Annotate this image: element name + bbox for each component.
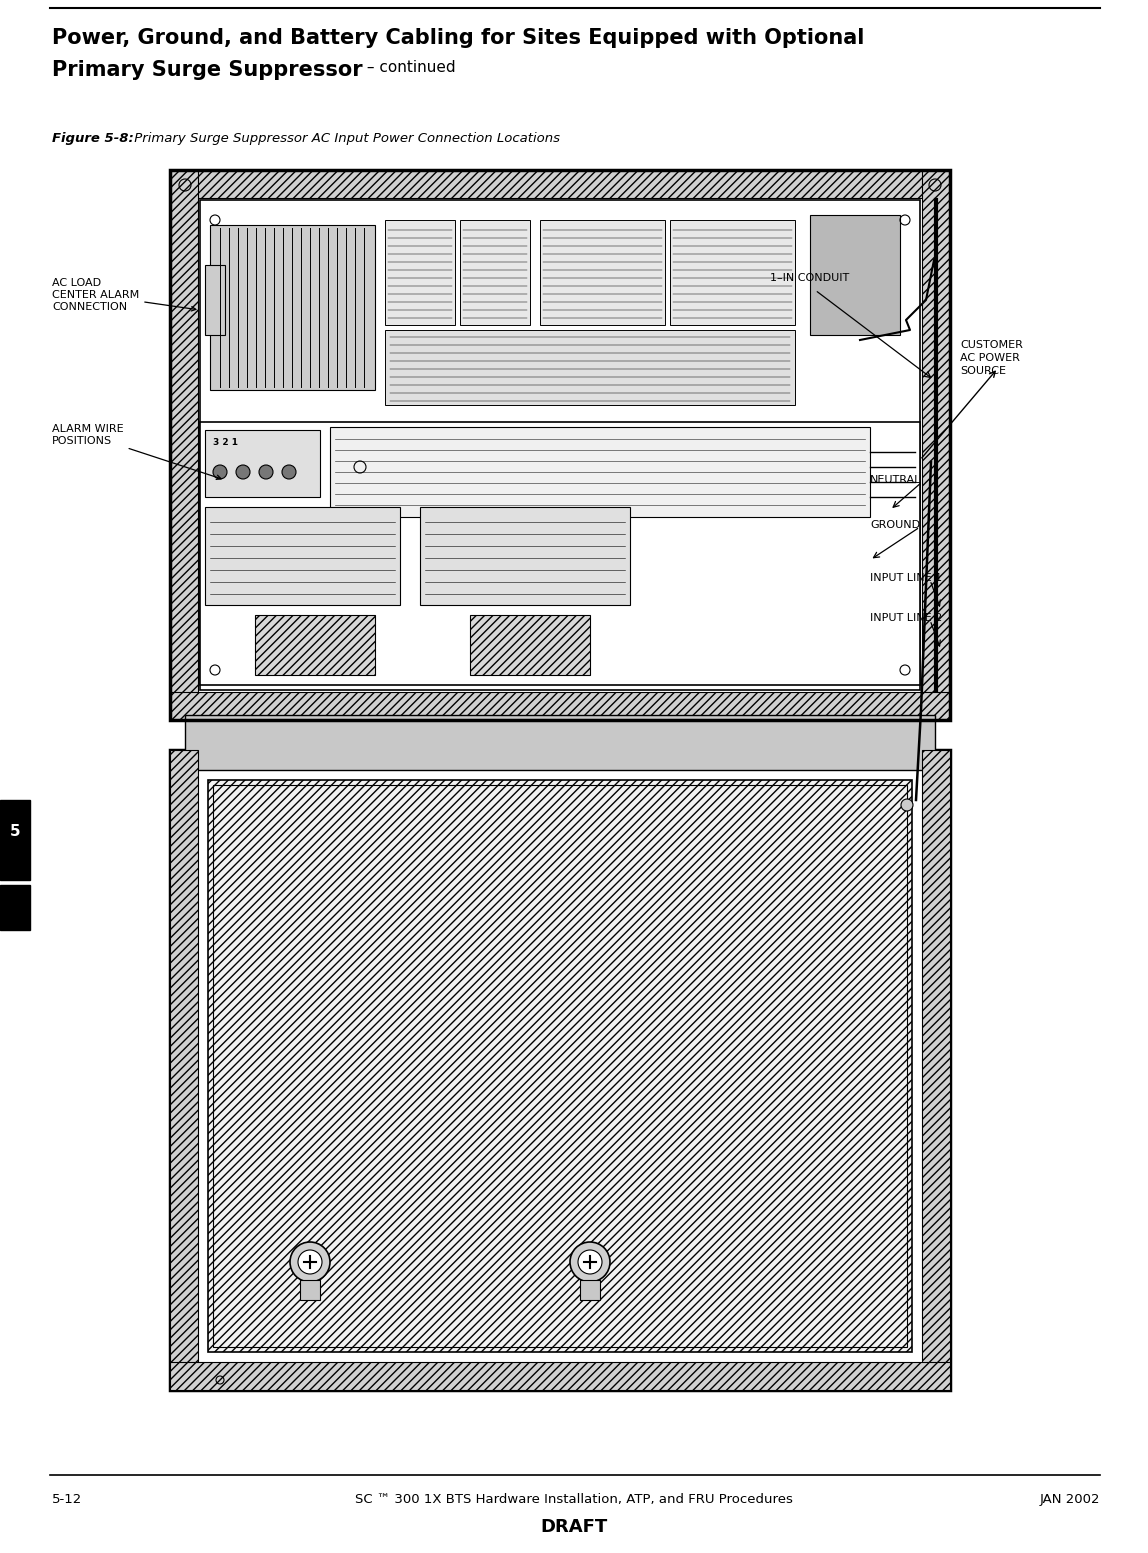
Text: Power, Ground, and Battery Cabling for Sites Equipped with Optional: Power, Ground, and Battery Cabling for S…	[52, 28, 864, 48]
Bar	[205, 430, 320, 497]
Text: 1–IN CONDUIT: 1–IN CONDUIT	[770, 273, 850, 283]
Text: INPUT LINE 1: INPUT LINE 1	[870, 573, 943, 582]
Bar	[200, 200, 920, 690]
Bar	[170, 750, 197, 1390]
Bar	[170, 169, 197, 721]
Text: SC ™ 300 1X BTS Hardware Installation, ATP, and FRU Procedures: SC ™ 300 1X BTS Hardware Installation, A…	[355, 1492, 793, 1506]
Circle shape	[282, 464, 296, 478]
Bar	[255, 615, 375, 676]
Text: Primary Surge Suppressor: Primary Surge Suppressor	[52, 61, 363, 81]
Bar	[329, 427, 870, 517]
Circle shape	[290, 1242, 329, 1281]
Circle shape	[571, 1242, 610, 1281]
Text: 5: 5	[9, 825, 21, 840]
Bar	[385, 329, 796, 405]
Circle shape	[577, 1250, 602, 1273]
Bar	[210, 225, 375, 390]
Text: JAN 2002: JAN 2002	[1039, 1492, 1100, 1506]
Bar	[580, 1280, 600, 1300]
Bar	[810, 214, 900, 335]
Circle shape	[214, 464, 227, 478]
Text: DRAFT: DRAFT	[541, 1517, 607, 1536]
Text: Primary Surge Suppressor AC Input Power Connection Locations: Primary Surge Suppressor AC Input Power …	[130, 132, 560, 144]
Bar	[420, 506, 630, 606]
Text: 3 2 1: 3 2 1	[214, 438, 238, 447]
Bar	[922, 169, 951, 721]
Bar	[0, 800, 30, 881]
Text: NEUTRAL: NEUTRAL	[870, 475, 922, 485]
Bar	[0, 885, 30, 930]
Text: – continued: – continued	[362, 61, 456, 75]
Text: AC LOAD
CENTER ALARM
CONNECTION: AC LOAD CENTER ALARM CONNECTION	[52, 278, 196, 312]
Bar	[540, 221, 665, 325]
Bar	[185, 714, 934, 770]
Circle shape	[298, 1250, 321, 1273]
Bar	[670, 221, 796, 325]
Bar	[170, 169, 951, 721]
Bar	[300, 1280, 320, 1300]
Text: CUSTOMER
AC POWER
SOURCE: CUSTOMER AC POWER SOURCE	[960, 340, 1023, 376]
Bar	[385, 221, 455, 325]
Text: INPUT LINE 2: INPUT LINE 2	[870, 613, 943, 623]
Bar	[470, 615, 590, 676]
Text: 5-12: 5-12	[52, 1492, 83, 1506]
Text: Figure 5-8:: Figure 5-8:	[52, 132, 134, 144]
Circle shape	[259, 464, 273, 478]
Text: GROUND: GROUND	[870, 520, 921, 530]
Bar	[205, 266, 225, 335]
Bar	[214, 784, 907, 1346]
Bar	[170, 1362, 951, 1390]
Bar	[460, 221, 530, 325]
Circle shape	[901, 798, 913, 811]
Bar	[170, 750, 951, 1390]
Bar	[170, 169, 951, 197]
Bar	[922, 750, 951, 1390]
Circle shape	[236, 464, 250, 478]
Bar	[205, 506, 400, 606]
Bar	[200, 422, 920, 685]
Text: ALARM WIRE
POSITIONS: ALARM WIRE POSITIONS	[52, 424, 222, 480]
Bar	[170, 693, 951, 721]
Bar	[208, 780, 912, 1353]
